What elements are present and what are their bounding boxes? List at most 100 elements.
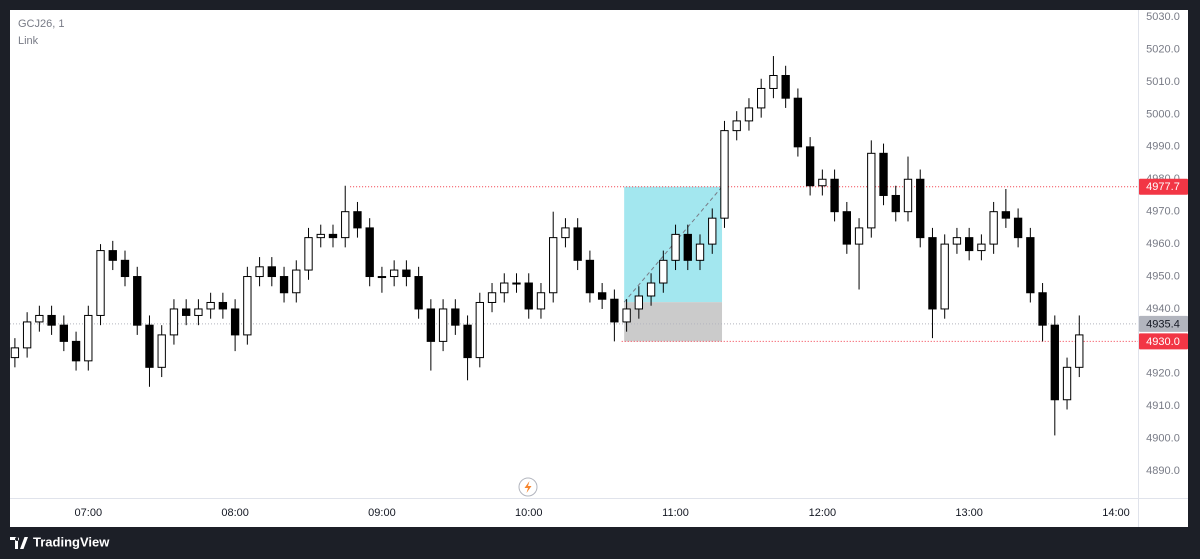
y-tick-label: 4900.0 xyxy=(1146,433,1180,445)
candle-body xyxy=(744,107,754,122)
candle-body xyxy=(218,301,228,310)
candle-body xyxy=(597,292,607,300)
candle-body xyxy=(451,308,460,326)
candle-body xyxy=(1050,324,1059,401)
lightning-icon[interactable] xyxy=(524,481,532,493)
candle-body xyxy=(463,324,472,359)
candle-body xyxy=(1075,334,1084,368)
symbol-subtitle[interactable]: Link xyxy=(18,35,39,47)
axes: 4890.0 4900.0 4910.0 4920.0 4930.0 4940.0 4950… xyxy=(75,11,1188,519)
candle-body xyxy=(438,308,448,342)
candle-body xyxy=(475,301,484,359)
candle-body xyxy=(524,282,533,310)
price-label: 4930.0 xyxy=(1146,336,1180,348)
candle-body xyxy=(145,324,154,368)
candle-body xyxy=(793,97,803,148)
candle-body xyxy=(341,211,350,239)
candle-body xyxy=(989,211,998,245)
candle-body xyxy=(206,301,215,310)
symbol-title: GCJ26, 1 xyxy=(18,18,64,30)
brand-name[interactable]: TradingView xyxy=(33,534,110,549)
candle-body xyxy=(659,259,668,284)
candle-body xyxy=(35,314,44,323)
x-tick-label: 08:00 xyxy=(221,507,249,519)
x-tick-label: 13:00 xyxy=(955,507,983,519)
candle-body xyxy=(47,314,56,326)
y-tick-label: 5030.0 xyxy=(1146,11,1180,23)
candle-body xyxy=(279,276,289,294)
x-tick-label: 10:00 xyxy=(515,507,543,519)
y-tick-label: 4970.0 xyxy=(1146,206,1180,218)
candle-body xyxy=(695,243,705,261)
candle-body xyxy=(230,308,240,336)
candle-body xyxy=(818,178,827,187)
candle-body xyxy=(867,152,876,229)
brand-logo[interactable] xyxy=(10,537,28,549)
candle-body xyxy=(977,243,986,252)
candle-body xyxy=(1026,237,1035,294)
candle-body xyxy=(549,237,558,294)
candle-body xyxy=(182,308,191,316)
brand-icon[interactable] xyxy=(10,537,28,549)
x-tick-label: 14:00 xyxy=(1102,507,1130,519)
candle-body xyxy=(120,259,130,278)
candle-body xyxy=(916,178,925,239)
candle-body xyxy=(769,74,778,89)
candle-body xyxy=(84,314,93,362)
candle-body xyxy=(255,266,264,278)
candle-body xyxy=(512,282,521,285)
candle-body xyxy=(622,308,631,323)
candle-body xyxy=(585,259,595,294)
candle-body xyxy=(781,74,790,99)
x-tick-label: 09:00 xyxy=(368,507,396,519)
candle-body xyxy=(22,321,32,349)
y-tick-label: 4950.0 xyxy=(1146,270,1180,282)
candle-body xyxy=(487,292,497,303)
price-label-box xyxy=(1139,333,1188,350)
price-label-box xyxy=(1139,315,1188,332)
candle-body xyxy=(964,237,974,252)
candle-body xyxy=(389,269,399,278)
candle-body xyxy=(194,308,203,316)
candle-body xyxy=(133,276,142,326)
candle-body xyxy=(757,87,766,109)
x-tick-label: 07:00 xyxy=(75,507,103,519)
y-tick-label: 4960.0 xyxy=(1146,238,1180,250)
candle-body xyxy=(610,298,619,323)
chart-background xyxy=(10,10,1188,527)
candle-body xyxy=(377,276,387,279)
candle-body xyxy=(304,237,313,271)
candle-body xyxy=(316,233,325,239)
candle-body xyxy=(292,269,301,294)
candle-body xyxy=(1013,217,1023,239)
candle-body xyxy=(328,233,338,239)
y-tick-label: 5000.0 xyxy=(1146,108,1180,120)
candle-body xyxy=(108,250,117,261)
candle-body xyxy=(842,211,851,245)
candle-body xyxy=(708,217,717,245)
candle-body xyxy=(169,308,179,336)
y-tick-label: 4890.0 xyxy=(1146,465,1180,477)
candle-body xyxy=(805,146,815,187)
candle-body xyxy=(500,282,509,294)
candle-body xyxy=(59,324,69,342)
candle-body xyxy=(879,152,888,196)
position-path xyxy=(623,186,723,303)
candle-body xyxy=(573,227,582,261)
candle-body xyxy=(646,282,656,297)
candle-body xyxy=(561,227,570,239)
y-tick-label: 5010.0 xyxy=(1146,76,1180,88)
candle-body xyxy=(1001,211,1011,219)
candle-body xyxy=(71,340,81,362)
y-tick-label: 4920.0 xyxy=(1146,368,1180,380)
candle-body xyxy=(940,243,949,310)
x-tick-label: 12:00 xyxy=(809,507,837,519)
candle-body xyxy=(426,308,436,342)
candle-body xyxy=(402,269,411,278)
lightning-button[interactable] xyxy=(518,477,538,497)
y-tick-label: 4910.0 xyxy=(1146,400,1180,412)
candle-body xyxy=(830,178,839,213)
candle-body xyxy=(10,347,20,359)
candle-body xyxy=(891,194,900,213)
